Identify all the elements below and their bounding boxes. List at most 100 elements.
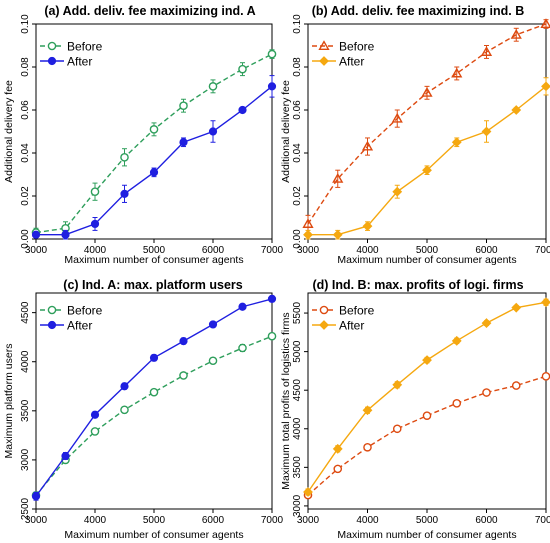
- x-tick-label: 5000: [416, 515, 439, 526]
- x-tick-label: 7000: [261, 245, 284, 256]
- legend-entry: After: [40, 55, 92, 69]
- legend-marker: [319, 305, 329, 315]
- legend-label: After: [67, 319, 92, 333]
- data-point: [120, 382, 129, 391]
- series-line: [35, 335, 273, 496]
- legend-entry: Before: [40, 304, 103, 318]
- x-tick-label: 6000: [202, 245, 225, 256]
- legend-marker: [319, 56, 329, 66]
- legend-marker: [47, 56, 57, 66]
- data-point: [149, 168, 159, 177]
- series-before: [31, 49, 277, 238]
- x-tick-label: 7000: [261, 515, 284, 526]
- data-point: [480, 46, 493, 56]
- data-point: [481, 318, 492, 328]
- data-point: [333, 464, 343, 474]
- legend-label: After: [67, 55, 92, 69]
- data-point: [540, 18, 550, 28]
- data-point: [422, 411, 432, 420]
- data-point: [149, 353, 159, 362]
- legend-label: After: [339, 319, 364, 333]
- data-point: [238, 302, 247, 311]
- x-tick-label: 7000: [535, 245, 550, 256]
- data-point: [361, 140, 374, 151]
- y-tick-label: 0.02: [292, 186, 303, 206]
- y-tick-label: 3000: [20, 448, 31, 471]
- chart-panel-2: (b) Add. deliv. fee maximizing ind. B 300…: [280, 4, 550, 266]
- data-point: [481, 126, 492, 137]
- chart-title: (c) Ind. A: max. platform users: [63, 278, 242, 292]
- chart-title: (a) Add. deliv. fee maximizing ind. A: [44, 4, 255, 18]
- y-axis-label: Additional delivery fee: [3, 80, 15, 183]
- legend-label: Before: [67, 304, 103, 318]
- y-tick-label: 5000: [292, 340, 303, 363]
- x-tick-label: 4000: [356, 515, 379, 526]
- legend-label: Before: [339, 40, 375, 54]
- data-point: [179, 337, 188, 346]
- series-after: [31, 75, 277, 240]
- data-point: [267, 82, 277, 91]
- x-tick-label: 3000: [297, 245, 320, 256]
- y-tick-label: 0.04: [292, 143, 303, 163]
- x-axis-label: Maximum number of consumer agents: [337, 254, 516, 266]
- data-point: [149, 125, 159, 134]
- legend-marker: [319, 320, 329, 330]
- data-point: [90, 187, 100, 196]
- x-axis-label: Maximum number of consumer agents: [64, 254, 243, 266]
- data-point: [511, 381, 521, 390]
- y-axis-label: Maximum total profits of logistics firms: [280, 312, 292, 489]
- series-before: [303, 372, 550, 500]
- y-tick-label: 5500: [292, 301, 303, 324]
- legend-entry: After: [312, 319, 364, 333]
- data-point: [451, 137, 462, 148]
- legend-entry: Before: [312, 40, 375, 54]
- x-tick-label: 6000: [202, 515, 225, 526]
- y-tick-label: 0.04: [20, 143, 31, 163]
- data-point: [90, 410, 100, 419]
- series-line: [36, 85, 273, 236]
- data-point: [363, 442, 372, 452]
- data-point: [31, 230, 41, 239]
- data-point: [208, 82, 218, 91]
- y-tick-label: 0.06: [20, 100, 31, 120]
- legend-marker: [47, 320, 57, 330]
- x-axis-label: Maximum number of consumer agents: [64, 529, 243, 541]
- data-point: [451, 67, 463, 78]
- x-tick-label: 6000: [475, 515, 498, 526]
- data-point: [120, 152, 129, 162]
- data-point: [208, 320, 218, 329]
- data-point: [238, 64, 247, 74]
- series-after: [303, 297, 550, 497]
- series-line: [307, 375, 547, 496]
- y-tick-label: 4500: [292, 379, 303, 402]
- data-point: [422, 355, 432, 366]
- data-point: [238, 105, 247, 115]
- y-tick-label: 3500: [292, 456, 303, 479]
- data-point: [511, 302, 522, 313]
- series-before: [302, 18, 550, 234]
- data-point: [482, 388, 491, 397]
- data-point: [421, 86, 433, 97]
- series-line: [308, 85, 547, 236]
- data-point: [149, 387, 159, 397]
- data-point: [267, 294, 277, 303]
- x-tick-label: 4000: [356, 245, 379, 256]
- data-point: [31, 492, 41, 501]
- legend-label: After: [339, 55, 364, 69]
- legend-label: Before: [339, 304, 375, 318]
- data-point: [90, 219, 100, 229]
- data-point: [362, 405, 373, 416]
- data-point: [238, 343, 247, 353]
- y-axis-label: Maximum platform users: [3, 344, 15, 459]
- y-axis-label: Additional delivery fee: [280, 80, 292, 183]
- x-tick-label: 7000: [535, 515, 550, 526]
- y-tick-label: 3000: [292, 494, 303, 517]
- data-point: [208, 356, 218, 366]
- series-line: [35, 53, 273, 234]
- y-tick-label: 0.00: [20, 229, 31, 249]
- chart-panel-3: (c) Ind. A: max. platform users 3000 4000 5…: [3, 278, 284, 541]
- x-tick-label: 3000: [25, 245, 48, 256]
- x-axis-label: Maximum number of consumer agents: [337, 529, 516, 541]
- data-point: [332, 229, 343, 240]
